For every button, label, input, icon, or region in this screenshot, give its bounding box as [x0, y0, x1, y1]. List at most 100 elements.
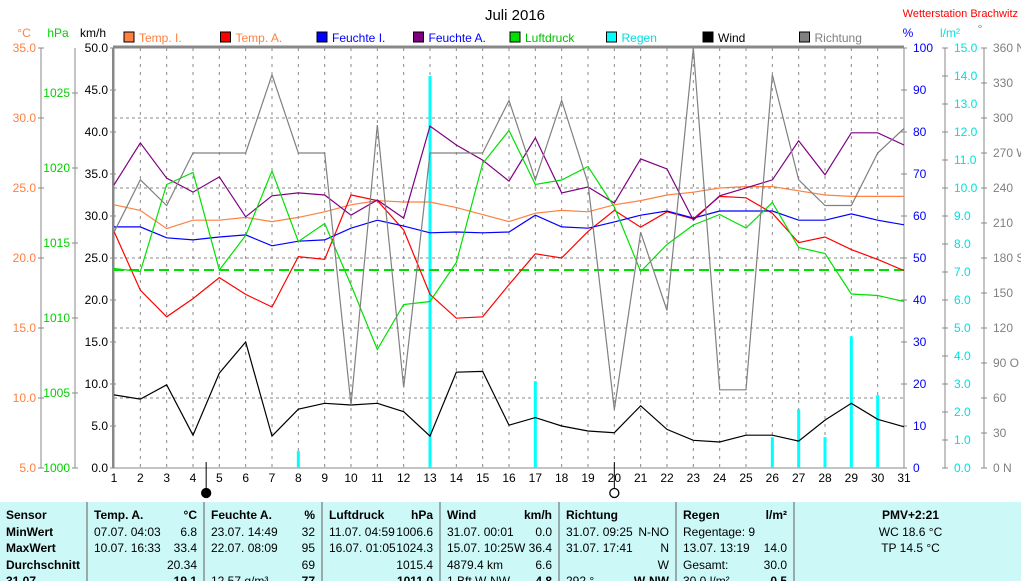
rain-total-label: Gesamt: — [683, 557, 729, 572]
x-tick-label: 30 — [871, 471, 885, 485]
rain-tick-label: 4.0 — [954, 349, 971, 363]
direction-tick-label: 210 — [993, 216, 1013, 230]
pressure-tick-label: 1005 — [43, 386, 70, 400]
wind-max-time: 15.07. 10:25 — [447, 541, 514, 555]
temp-tick-label: 20.0 — [13, 251, 37, 265]
station-name: Wetterstation Brachwitz — [903, 8, 1018, 20]
pressure-avg: 1015.4 — [396, 557, 433, 572]
humidity-avg: 69 — [301, 557, 315, 572]
temp-column: Temp. A. °C 07.07. 04:03 6.8 10.07. 16:33 3… — [88, 502, 205, 581]
humidity-max: 95 — [301, 541, 315, 555]
temp-min: 6.8 — [180, 524, 197, 539]
direction-tick-label: 180 S — [993, 251, 1021, 265]
direction-column: Richtung 31.07. 09:25 N-NO 31.07. 17:41 N … — [560, 502, 677, 581]
wind-tick-label: 35.0 — [85, 167, 109, 181]
x-tick-label: 7 — [269, 471, 276, 485]
unit-temp: °C — [17, 26, 31, 40]
x-tick-label: 8 — [295, 471, 302, 485]
humidity-tick-label: 40 — [913, 293, 927, 307]
pmv-panel: PMV+2:21 WC 18.6 °C TP 14.5 °C — [800, 507, 1021, 557]
humidity-min: 32 — [301, 524, 315, 539]
legend-swatch-wind — [702, 31, 714, 43]
rain-bar — [849, 336, 853, 468]
pressure-min-time: 11.07. 04:59 — [329, 524, 395, 539]
temp-header: Temp. A. — [94, 508, 144, 522]
series-line-temp_a — [113, 194, 905, 319]
rain-tick-label: 12.0 — [954, 125, 978, 139]
legend-label-regen: Regen — [622, 31, 657, 45]
wind-tick-label: 0.0 — [91, 461, 108, 475]
pressure-column: Luftdruck hPa 11.07. 04:59 1006.6 16.07. 0… — [323, 502, 441, 581]
x-tick-label: 5 — [216, 471, 223, 485]
humidity-tick-label: 80 — [913, 125, 927, 139]
x-tick-label: 14 — [450, 471, 464, 485]
series-line-feuchte_a — [113, 125, 905, 222]
rain-current: 0.5 — [770, 574, 787, 581]
temp-min-time: 07.07. 04:03 — [94, 524, 161, 539]
wind-tick-label: 50.0 — [85, 41, 109, 55]
x-tick-label: 31 — [897, 471, 911, 485]
wind-tick-label: 15.0 — [85, 335, 109, 349]
direction-avg: W — [657, 557, 669, 572]
wind-min-time: 31.07. 00:01 — [447, 524, 514, 539]
full-moon-icon — [609, 487, 620, 499]
humidity-min-time: 23.07. 14:49 — [211, 524, 278, 539]
unit-wind: km/h — [80, 26, 106, 40]
rain-column: Regen l/m² Regentage: 9 13.07. 13:19 14.0 … — [677, 502, 795, 581]
rain-tick-label: 14.0 — [954, 69, 978, 83]
summary-table: Sensor MinWert MaxWert Durchschnitt 31.0… — [0, 502, 1021, 581]
legend-swatch-regen — [606, 31, 617, 43]
humidity-max-time: 22.07. 08:09 — [211, 541, 278, 555]
rain-tick-label: 11.0 — [954, 153, 977, 167]
x-tick-label: 16 — [502, 471, 516, 485]
pressure-tick-label: 1000 — [43, 461, 70, 475]
temp-tick-label: 10.0 — [13, 391, 37, 405]
legend-swatch-feuchte_i — [316, 31, 328, 43]
temp-tick-label: 30.0 — [13, 111, 37, 125]
rain-tick-label: 7.0 — [954, 265, 971, 279]
unit-humidity: % — [903, 26, 914, 40]
humidity-header: Feuchte A. — [211, 508, 272, 522]
wind-min: 0.0 — [535, 524, 552, 539]
rain-bar — [428, 76, 432, 468]
wind-tick-label: 20.0 — [85, 293, 109, 307]
legend-swatch-temp_i — [123, 31, 135, 43]
wind-column: Wind km/h 31.07. 00:01 0.0 15.07. 10:25 W 3… — [441, 502, 560, 581]
pressure-max-time: 16.07. 01:05 — [329, 541, 396, 555]
direction-degrees: 292 ° — [566, 574, 595, 581]
rain-tick-label: 6.0 — [954, 293, 971, 307]
legend-label-richtung: Richtung — [815, 31, 862, 45]
direction-tick-label: 150 — [993, 286, 1013, 300]
wind-max: W 36.4 — [513, 541, 552, 555]
direction-tick-label: 270 W — [993, 146, 1021, 160]
rain-bar — [533, 381, 537, 468]
direction-tick-label: 300 — [993, 111, 1013, 125]
wind-tick-label: 25.0 — [85, 251, 109, 265]
x-tick-label: 10 — [344, 471, 358, 485]
row-label-avg: Durchschnitt — [6, 557, 81, 572]
direction-tick-label: 360 N — [993, 41, 1021, 55]
legend-label-feuchte_i: Feuchte I. — [332, 31, 385, 45]
legend-label-temp_a: Temp. A. — [236, 31, 283, 45]
wind-tick-label: 30.0 — [85, 209, 109, 223]
direction-current: W-NW — [633, 574, 669, 581]
legend-swatch-feuchte_a — [413, 31, 424, 43]
weather-chart: Juli 2016 Wetterstation Brachwitz °C hPa… — [13, 7, 1021, 499]
unit-rain: l/m² — [940, 26, 960, 40]
x-tick-label: 11 — [371, 471, 384, 485]
x-tick-label: 15 — [476, 471, 490, 485]
humidity-tick-label: 90 — [913, 83, 927, 97]
pressure-tick-label: 1020 — [43, 161, 70, 175]
direction-header: Richtung — [566, 508, 618, 522]
x-tick-label: 28 — [818, 471, 832, 485]
pressure-min: 1006.6 — [396, 524, 433, 539]
rain-tick-label: 9.0 — [954, 209, 971, 223]
wind-unit: km/h — [523, 508, 552, 522]
x-tick-label: 27 — [792, 471, 806, 485]
rain-max-time: 13.07. 13:19 — [683, 541, 750, 555]
rain-tick-label: 15.0 — [954, 41, 978, 55]
pressure-current: 1011.0 — [396, 574, 433, 581]
direction-tick-label: 120 — [993, 321, 1013, 335]
wind-chill: WC 18.6 °C — [878, 524, 943, 539]
rain-days: Regentage: 9 — [683, 524, 756, 539]
